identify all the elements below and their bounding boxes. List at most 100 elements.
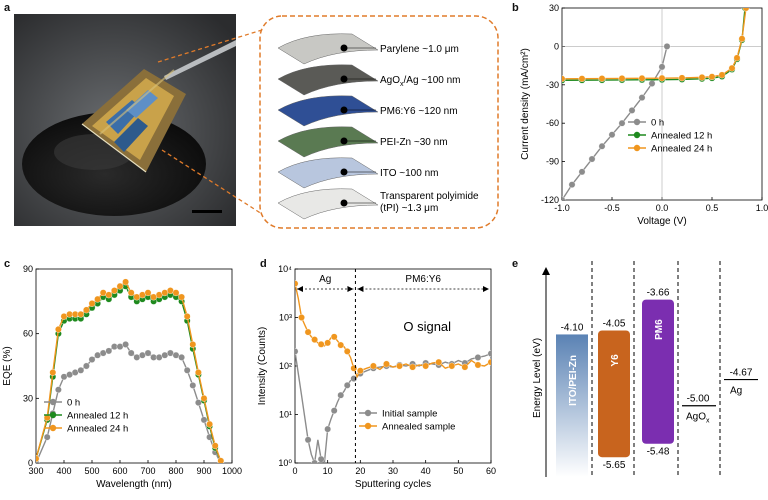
- series-line-1: [562, 8, 746, 82]
- x-tick-label: 600: [112, 466, 127, 476]
- series-point-1: [356, 367, 364, 375]
- series-point-2: [698, 73, 706, 81]
- bar-ito-name: ITO/PEI-Zn: [568, 355, 579, 406]
- series-point-0: [77, 366, 85, 374]
- series-line-0: [295, 351, 491, 463]
- series-point-1: [304, 328, 312, 336]
- x-tick-label: 800: [168, 466, 183, 476]
- series-point-2: [36, 455, 40, 463]
- bar-1-name: PM6: [654, 319, 665, 340]
- region-label-pm6y6: PM6:Y6: [405, 274, 441, 285]
- series-point-0: [144, 349, 152, 357]
- layer-label-2: PM6:Y6 ~120 nm: [380, 106, 458, 117]
- panel-label-a: a: [4, 2, 11, 14]
- y-tick-label: 10¹: [279, 410, 292, 420]
- series-point-2: [578, 75, 586, 83]
- x-tick-label: 1.0: [756, 203, 768, 213]
- legend-marker-0: [49, 398, 57, 406]
- x-tick-label: 40: [421, 466, 431, 476]
- bar-pm6: [642, 299, 674, 444]
- series-point-2: [206, 420, 214, 428]
- series-point-0: [578, 168, 586, 176]
- series-point-2: [83, 306, 90, 314]
- legend-label-0: 0 h: [67, 398, 80, 409]
- bar-ito-top-label: -4.10: [561, 322, 584, 333]
- layer-label-1: AgOx/Ag ~100 nm: [380, 75, 461, 88]
- x-tick-label: 30: [388, 466, 398, 476]
- series-point-0: [304, 436, 312, 444]
- series-point-0: [608, 131, 616, 139]
- y-axis-label: Energy Level (eV): [532, 338, 543, 418]
- x-tick-label: 0: [292, 466, 297, 476]
- panel-label-e: e: [512, 258, 519, 270]
- scale-bar: [192, 210, 222, 213]
- legend-label-1: Annealed sample: [382, 422, 455, 433]
- series-point-2: [111, 287, 118, 294]
- layer-2: [277, 95, 379, 127]
- layer-label-4: ITO ~100 nm: [380, 168, 438, 179]
- series-point-2: [144, 289, 152, 297]
- plot-frame: [35, 268, 233, 464]
- layer-4: [277, 157, 379, 189]
- legend-label-2: Annealed 24 h: [67, 424, 128, 435]
- x-axis-label: Wavelength (nm): [96, 479, 172, 490]
- series-point-2: [217, 457, 225, 463]
- series-point-2: [718, 71, 726, 79]
- series-point-2: [55, 325, 62, 333]
- series-line-0: [36, 343, 222, 463]
- y-axis-label: Current density (mA/cm²): [520, 48, 531, 160]
- series-point-0: [88, 356, 96, 363]
- y-tick-label: -90: [546, 157, 559, 167]
- series-point-1: [370, 362, 377, 370]
- series-point-2: [77, 310, 85, 318]
- y-tick-label: 30: [549, 3, 559, 13]
- series-line-2: [36, 280, 222, 462]
- series-point-1: [324, 339, 332, 347]
- series-point-2: [127, 289, 135, 297]
- x-tick-label: 500: [84, 466, 99, 476]
- legend-label-1: Annealed 12 h: [651, 131, 712, 142]
- series-point-1: [409, 363, 417, 371]
- series-group: [562, 8, 750, 200]
- series-point-0: [178, 353, 186, 361]
- series-point-0: [317, 455, 325, 463]
- series-point-2: [200, 394, 208, 402]
- x-tick-label: 300: [28, 466, 43, 476]
- layer-label-3: PEI-Zn ~30 nm: [380, 137, 448, 148]
- x-tick-label: 0.0: [656, 203, 669, 213]
- y-tick-label: 10⁰: [278, 458, 292, 468]
- series-point-0: [658, 63, 666, 71]
- series-point-1: [330, 333, 338, 341]
- series-point-0: [330, 407, 338, 415]
- y-tick-label: 10³: [279, 313, 292, 323]
- series-point-1: [298, 314, 305, 321]
- layer-stack-diagram: Parylene ~1.0 μm AgOx/Ag ~100 nm PM6:Y6 ~1…: [259, 15, 499, 229]
- series-point-1: [435, 358, 443, 366]
- y-tick-label: -120: [541, 195, 559, 205]
- x-axis-label: Sputtering cycles: [355, 479, 431, 490]
- series-point-2: [742, 8, 750, 12]
- series-point-2: [733, 54, 741, 62]
- series-point-0: [628, 107, 636, 114]
- legend-marker-1: [49, 411, 57, 419]
- series-point-1: [383, 360, 390, 368]
- layer-label-0: Parylene ~1.0 μm: [380, 44, 459, 55]
- series-point-2: [116, 282, 124, 290]
- series-point-2: [94, 295, 102, 303]
- bar-0-name: Y6: [610, 354, 621, 367]
- series-point-2: [49, 369, 57, 376]
- series-point-0: [127, 349, 135, 357]
- signal-label: O signal: [403, 319, 451, 334]
- y-tick-label: 10²: [279, 361, 292, 371]
- x-tick-label: 60: [486, 466, 496, 476]
- x-tick-label: 0.5: [706, 203, 719, 213]
- x-tick-label: 400: [56, 466, 71, 476]
- series-point-2: [678, 74, 686, 82]
- series-point-2: [728, 64, 736, 72]
- series-point-0: [343, 381, 351, 389]
- subscript-x: x: [400, 81, 404, 88]
- y-tick-label: -30: [546, 80, 559, 90]
- device-photo: [14, 14, 236, 226]
- region-label-ag: Ag: [319, 274, 331, 285]
- level-ag-value: -4.67: [730, 368, 753, 379]
